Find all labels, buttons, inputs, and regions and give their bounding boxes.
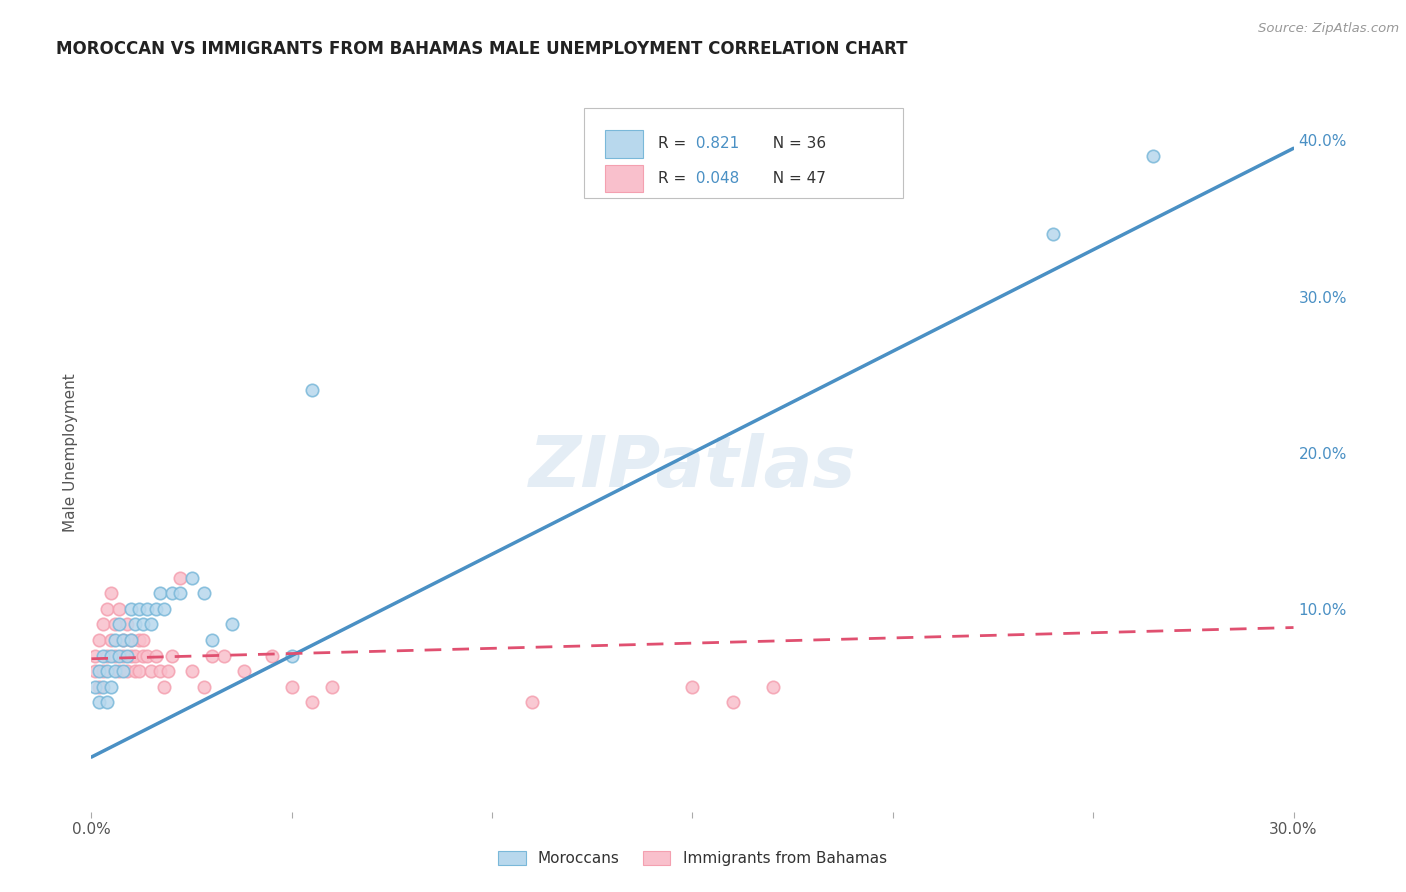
Point [117,617,139,632]
Point [212,648,235,663]
Point [152,680,174,694]
Point [121,632,143,647]
Text: 0.821: 0.821 [692,136,740,152]
Point [93,648,115,663]
Point [100,632,122,647]
Point [104,664,127,678]
Point [93,680,115,694]
Point [132,617,155,632]
Point [136,601,159,615]
Point [136,648,159,663]
Text: N = 47: N = 47 [763,171,827,186]
Point [112,632,135,647]
Point [169,586,191,600]
Point [96,664,118,678]
Point [121,601,143,615]
Point [232,664,254,678]
Point [201,648,224,663]
Point [148,664,170,678]
Point [89,632,111,647]
Point [1142,149,1164,163]
Point [100,648,122,663]
Point [108,664,131,678]
Text: MOROCCAN VS IMMIGRANTS FROM BAHAMAS MALE UNEMPLOYMENT CORRELATION CHART: MOROCCAN VS IMMIGRANTS FROM BAHAMAS MALE… [56,40,908,58]
Point [145,648,167,663]
Point [681,680,703,694]
Point [193,680,215,694]
Text: R =: R = [658,136,690,152]
Point [128,664,150,678]
Point [169,571,191,585]
Text: R =: R = [658,171,690,186]
Point [104,632,127,647]
Text: 0.048: 0.048 [692,171,740,186]
Point [156,664,179,678]
Point [117,648,139,663]
Point [117,664,139,678]
Point [112,648,135,663]
Point [321,680,343,694]
Point [128,601,150,615]
Point [104,648,127,663]
Point [260,648,283,663]
Point [201,632,224,647]
Point [160,648,183,663]
Point [112,664,135,678]
Point [124,648,146,663]
Point [124,617,146,632]
Point [141,617,163,632]
Point [89,664,111,678]
Point [100,680,122,694]
Point [762,680,785,694]
Point [124,664,146,678]
Point [96,648,118,663]
Point [160,586,183,600]
Point [145,601,167,615]
Point [148,586,170,600]
Point [301,383,323,397]
Point [721,696,744,710]
Point [121,648,143,663]
Text: Source: ZipAtlas.com: Source: ZipAtlas.com [1258,22,1399,36]
Point [180,571,202,585]
Point [281,648,304,663]
Point [108,601,131,615]
Point [93,664,115,678]
Point [141,664,163,678]
Point [100,586,122,600]
Point [89,696,111,710]
Legend: Moroccans, Immigrants from Bahamas: Moroccans, Immigrants from Bahamas [492,845,893,872]
Point [84,680,107,694]
Point [281,680,304,694]
Point [121,632,143,647]
Point [89,680,111,694]
Text: N = 36: N = 36 [763,136,827,152]
Point [104,617,127,632]
Point [522,696,544,710]
Point [193,586,215,600]
Point [301,696,323,710]
Y-axis label: Male Unemployment: Male Unemployment [62,374,77,532]
Point [132,648,155,663]
Point [128,632,150,647]
Point [108,617,131,632]
FancyBboxPatch shape [585,108,903,198]
Point [221,617,243,632]
Point [152,601,174,615]
Point [84,664,107,678]
Point [93,617,115,632]
Point [84,648,107,663]
Point [108,648,131,663]
Bar [605,130,643,158]
Point [112,632,135,647]
Point [96,601,118,615]
Point [180,664,202,678]
Text: ZIPatlas: ZIPatlas [529,433,856,501]
Point [96,696,118,710]
Point [1042,227,1064,241]
Point [132,632,155,647]
Bar [605,165,643,192]
